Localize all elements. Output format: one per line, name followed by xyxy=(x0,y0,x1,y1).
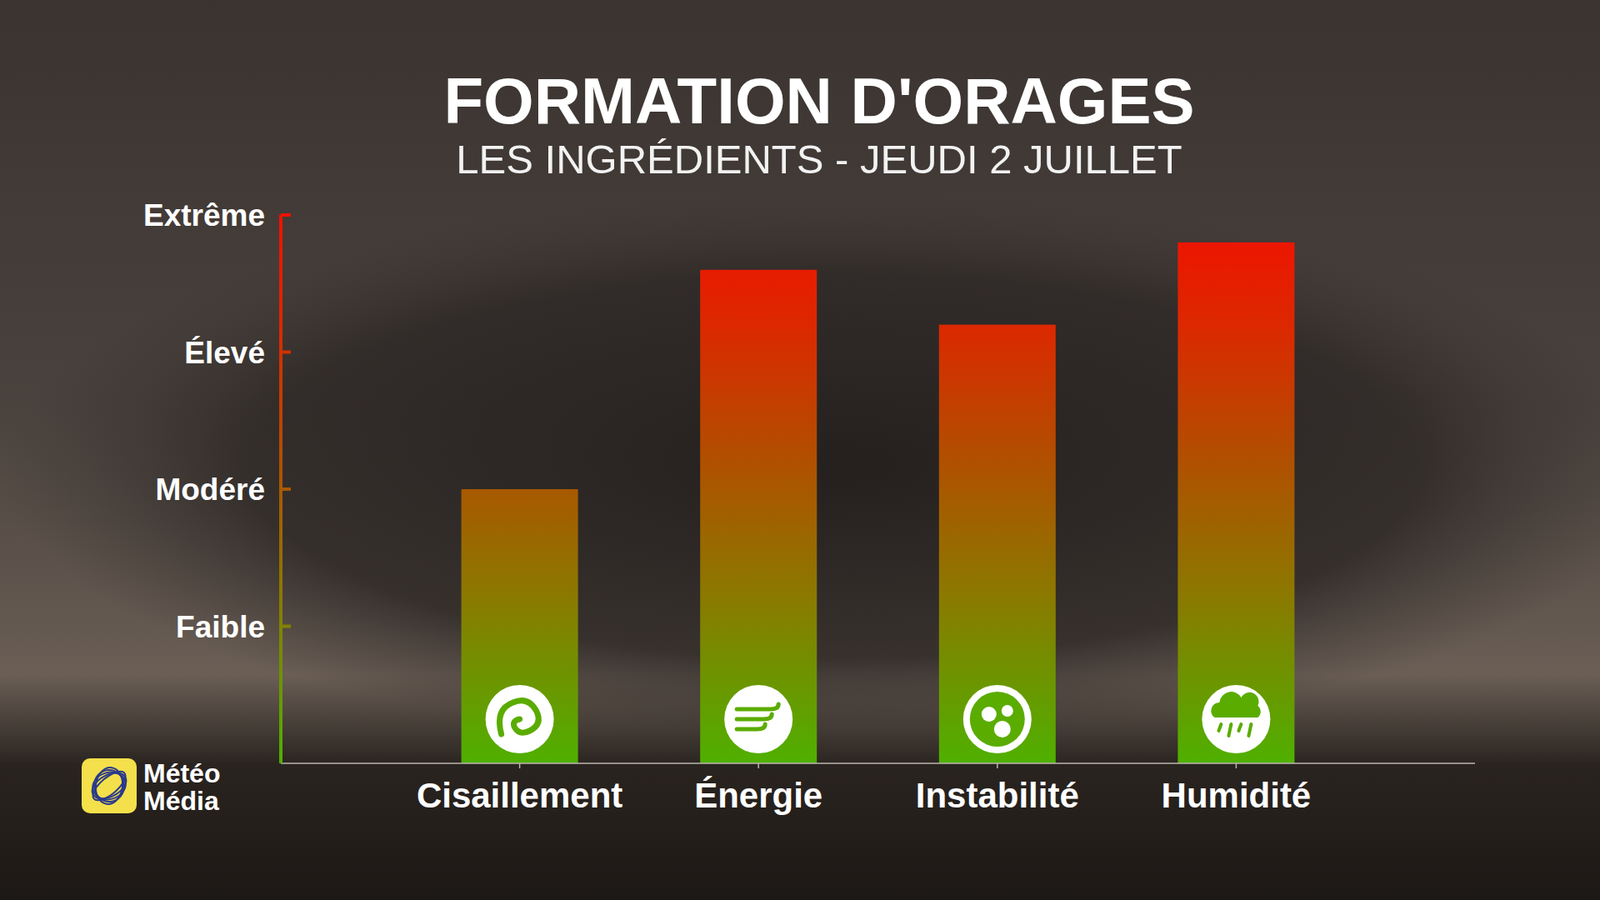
x-tick-label: Instabilité xyxy=(915,775,1080,815)
y-tick-label: Faible xyxy=(175,610,265,645)
chart-svg: FORMATION D'ORAGESLES INGRÉDIENTS - JEUD… xyxy=(0,0,1600,900)
x-tick xyxy=(1235,763,1238,769)
logo-text: MétéoMédia xyxy=(143,758,220,816)
x-tick xyxy=(519,763,521,769)
title: FORMATION D'ORAGES xyxy=(443,64,1195,138)
logo xyxy=(81,758,137,814)
y-tick-label: Extrême xyxy=(143,198,265,233)
y-tick xyxy=(280,350,291,355)
y-tick xyxy=(280,625,291,629)
bar xyxy=(700,270,817,764)
bar xyxy=(461,489,579,764)
bar-icon xyxy=(724,685,793,754)
subtitle: LES INGRÉDIENTS - JEUDI 2 JUILLET xyxy=(455,136,1182,182)
bars xyxy=(461,242,1295,764)
x-tick xyxy=(996,763,999,769)
bar-icon xyxy=(963,685,1032,754)
y-tick-label: Modéré xyxy=(155,472,265,507)
bar-icon xyxy=(485,685,555,754)
x-tick-label: Humidité xyxy=(1161,775,1312,815)
chart-root: FORMATION D'ORAGESLES INGRÉDIENTS - JEUD… xyxy=(0,0,1600,900)
bar xyxy=(1177,242,1295,764)
x-tick-label: Énergie xyxy=(694,775,823,815)
x-axis xyxy=(280,762,1475,765)
bar xyxy=(939,325,1056,764)
bar-icon xyxy=(1201,685,1270,754)
y-tick-label: Élevé xyxy=(184,335,265,370)
x-tick-label: Cisaillement xyxy=(416,775,623,815)
y-tick xyxy=(280,487,291,491)
y-tick xyxy=(280,213,291,217)
x-tick xyxy=(757,763,760,769)
